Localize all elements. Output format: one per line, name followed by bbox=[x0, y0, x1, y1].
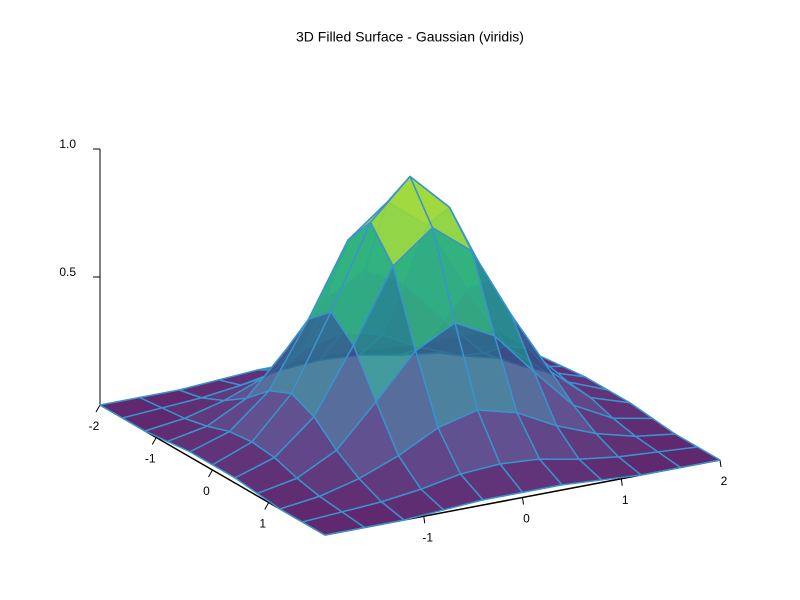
x-tick bbox=[423, 516, 426, 524]
y-tick bbox=[208, 469, 213, 478]
y-tick bbox=[95, 404, 101, 413]
y-tick-label: -2 bbox=[89, 419, 100, 433]
x-tick-label: 2 bbox=[721, 474, 728, 488]
chart-title: 3D Filled Surface - Gaussian (viridis) bbox=[296, 29, 524, 45]
x-tick-label: 0 bbox=[523, 512, 530, 526]
z-tick-label: 0.5 bbox=[59, 265, 76, 279]
y-tick-label: 0 bbox=[203, 484, 210, 498]
y-tick-label: -1 bbox=[145, 452, 156, 466]
y-tick bbox=[151, 437, 157, 445]
y-tick bbox=[264, 502, 270, 510]
z-tick-label: 1.0 bbox=[59, 137, 76, 151]
x-tick bbox=[719, 459, 722, 468]
surface-patch bbox=[301, 511, 366, 536]
x-tick-label: 1 bbox=[622, 493, 629, 507]
x-tick bbox=[620, 478, 623, 486]
x-tick bbox=[522, 497, 524, 505]
x-tick-label: -1 bbox=[422, 530, 433, 544]
y-tick-label: 1 bbox=[259, 517, 266, 531]
